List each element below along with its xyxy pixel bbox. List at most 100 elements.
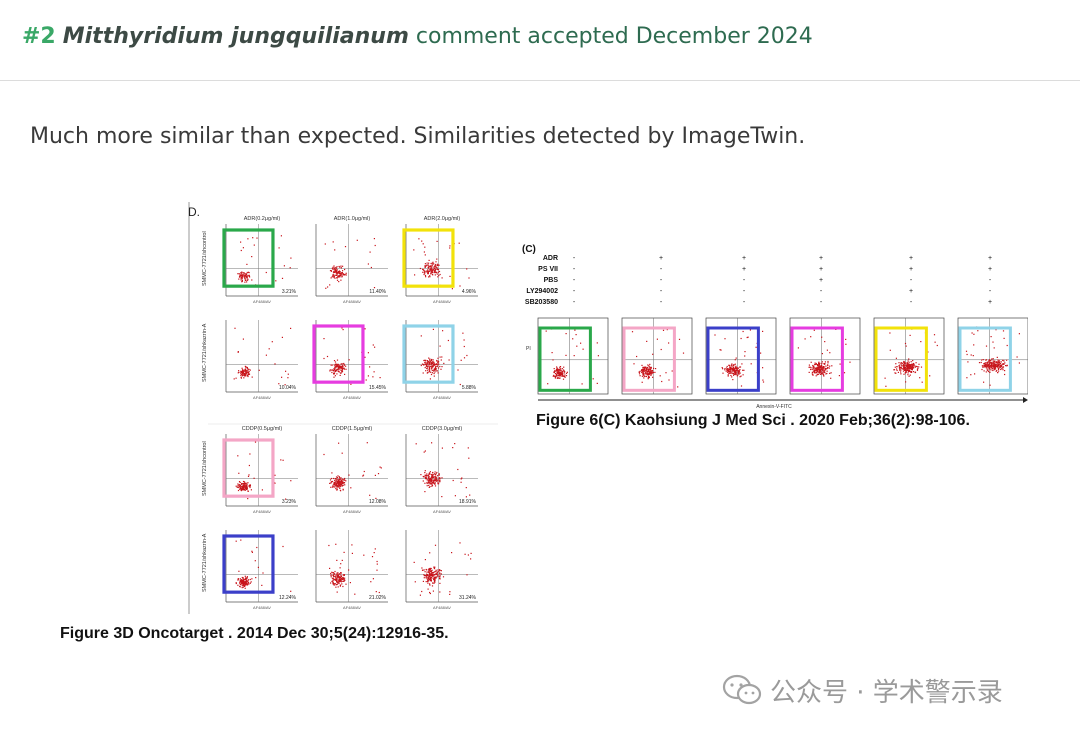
- panel-label-d: D.: [188, 205, 200, 219]
- flow-plot: [789, 317, 861, 395]
- scatter-dots: [413, 238, 470, 290]
- treatment-sign: -: [660, 288, 663, 295]
- percentage-label: 12.24%: [279, 595, 297, 601]
- axis-x-label: AF488/AV: [343, 509, 361, 514]
- axis-x-label: AF488/AV: [343, 395, 361, 400]
- scatter-dots: [631, 327, 685, 388]
- treatment-sign: -: [910, 299, 913, 306]
- scatter-dots: [415, 442, 471, 498]
- axis-x-label: AF488/AV: [253, 605, 271, 610]
- wechat-icon: [722, 674, 762, 705]
- scatter-dots: [420, 328, 468, 386]
- treatment-sign: +: [659, 255, 663, 262]
- axis-x-label: AF488/AV: [433, 299, 451, 304]
- flow-plot: 12.08% AF488/AV: [315, 434, 388, 514]
- treatment-sign: -: [573, 299, 576, 306]
- axis-x-label: AF488/AV: [433, 605, 451, 610]
- row-label: SMMC-7721/shcontrol: [202, 231, 208, 286]
- flow-plot: 10.04% AF488/AV: [225, 320, 298, 400]
- similarity-highlight-box: [790, 326, 844, 392]
- flow-plot: [957, 317, 1029, 395]
- similarity-highlight-box: [622, 326, 676, 392]
- similarity-highlight-box: [222, 228, 275, 288]
- treatment-sign: -: [573, 255, 576, 262]
- flow-plot: 3.21% AF488/AV: [222, 224, 298, 304]
- watermark: 公众号 · 学术警示录: [722, 672, 1003, 708]
- row-label: SMMC-7721/shkazrin-A: [202, 323, 208, 382]
- treatment-sign: -: [743, 299, 746, 306]
- axis-x-label: AF488/AV: [253, 395, 271, 400]
- comment-text: Much more similar than expected. Similar…: [30, 124, 806, 149]
- col-title: ADR(2.0μg/ml): [424, 216, 461, 222]
- comment-header: #2 Mitthyridium jungquilianum comment ac…: [0, 0, 1080, 81]
- scatter-dots: [714, 329, 765, 387]
- treatment-sign: -: [743, 288, 746, 295]
- percentage-label: 31.24%: [459, 595, 477, 601]
- similarity-highlight-box: [312, 324, 365, 384]
- similarity-highlight-box: [402, 324, 455, 384]
- percentage-label: 4.96%: [462, 289, 477, 295]
- axis-x-label: AF488/AV: [433, 509, 451, 514]
- treatment-sign: +: [909, 266, 913, 273]
- scatter-dots: [324, 238, 376, 289]
- treatment-sign: +: [819, 255, 823, 262]
- treatment-sign: -: [820, 299, 823, 306]
- treatment-sign: -: [660, 277, 663, 284]
- figure-kaohsiung: (C) ADR - + + + + + PS VII - - + + + + PBS - - - + - - LY2940…: [518, 238, 1029, 410]
- percentage-label: 10.04%: [279, 385, 297, 391]
- flow-plot: 12.24% AF488/AV: [222, 530, 298, 610]
- flow-plot: 4.96% AF488/AV: [402, 224, 478, 304]
- treatment-sign: +: [742, 255, 746, 262]
- col-title: ADR(0.2μg/ml): [244, 216, 281, 222]
- row-label: SMMC-7721/shkazrin-A: [202, 533, 208, 592]
- col-title: ADR(1.0μg/ml): [334, 216, 371, 222]
- percentage-label: 21.02%: [369, 595, 387, 601]
- treatment-name: PBS: [544, 277, 559, 284]
- flow-plot: [873, 317, 945, 395]
- percentage-label: 11.40%: [369, 289, 386, 295]
- watermark-text: 公众号 · 学术警示录: [770, 677, 1003, 708]
- treatment-sign: -: [573, 288, 576, 295]
- treatment-sign: -: [573, 277, 576, 284]
- scatter-dots: [323, 327, 381, 385]
- flow-plot: [537, 317, 609, 395]
- percentage-label: 5.88%: [462, 385, 477, 391]
- treatment-sign: +: [742, 266, 746, 273]
- col-title: CDDP(1.5μg/ml): [332, 426, 373, 432]
- treatment-sign: -: [660, 266, 663, 273]
- scatter-dots: [965, 326, 1020, 386]
- scatter-dots: [233, 327, 292, 386]
- flow-plot: 11.40% AF488/AV: [315, 224, 388, 304]
- similarity-highlight-box: [706, 326, 760, 392]
- flow-plot: [705, 317, 777, 395]
- flow-plot: 18.91% AF488/AV: [405, 434, 478, 514]
- scatter-dots: [323, 442, 382, 499]
- axis-x-label: AF488/AV: [343, 299, 361, 304]
- treatment-name: PS VII: [538, 266, 558, 273]
- similarity-highlight-box: [958, 326, 1012, 392]
- percentage-label: 3.21%: [282, 289, 297, 295]
- flow-plot: 31.24% AF488/AV: [405, 530, 478, 610]
- treatment-sign: +: [988, 299, 992, 306]
- percentage-label: 3.23%: [282, 499, 297, 505]
- header-line: #2 Mitthyridium jungquilianum comment ac…: [22, 24, 813, 49]
- treatment-name: ADR: [543, 255, 558, 262]
- treatment-sign: -: [910, 277, 913, 284]
- species-name[interactable]: Mitthyridium jungquilianum: [62, 24, 409, 49]
- similarity-highlight-box: [402, 228, 455, 288]
- treatment-sign: +: [819, 277, 823, 284]
- axis-y-label: PI: [526, 346, 531, 352]
- figure-oncotarget: D. SMMC-7721/shcontrol ADR(0.2μg/ml) 3.21%…: [188, 202, 498, 614]
- similarity-highlight-box: [222, 438, 275, 498]
- treatment-sign: -: [660, 299, 663, 306]
- flow-plot: 21.02% AF488/AV: [315, 530, 388, 610]
- flow-plot: [621, 317, 693, 395]
- scatter-dots: [235, 539, 292, 592]
- axis-x-label: AF488/AV: [253, 509, 271, 514]
- col-title: CDDP(3.0μg/ml): [422, 426, 463, 432]
- row-label: SMMC-7721/shcontrol: [202, 441, 208, 496]
- percentage-label: 15.45%: [369, 385, 387, 391]
- axis-x-label: AF488/AV: [433, 395, 451, 400]
- treatment-sign: -: [743, 277, 746, 284]
- treatment-sign: -: [820, 288, 823, 295]
